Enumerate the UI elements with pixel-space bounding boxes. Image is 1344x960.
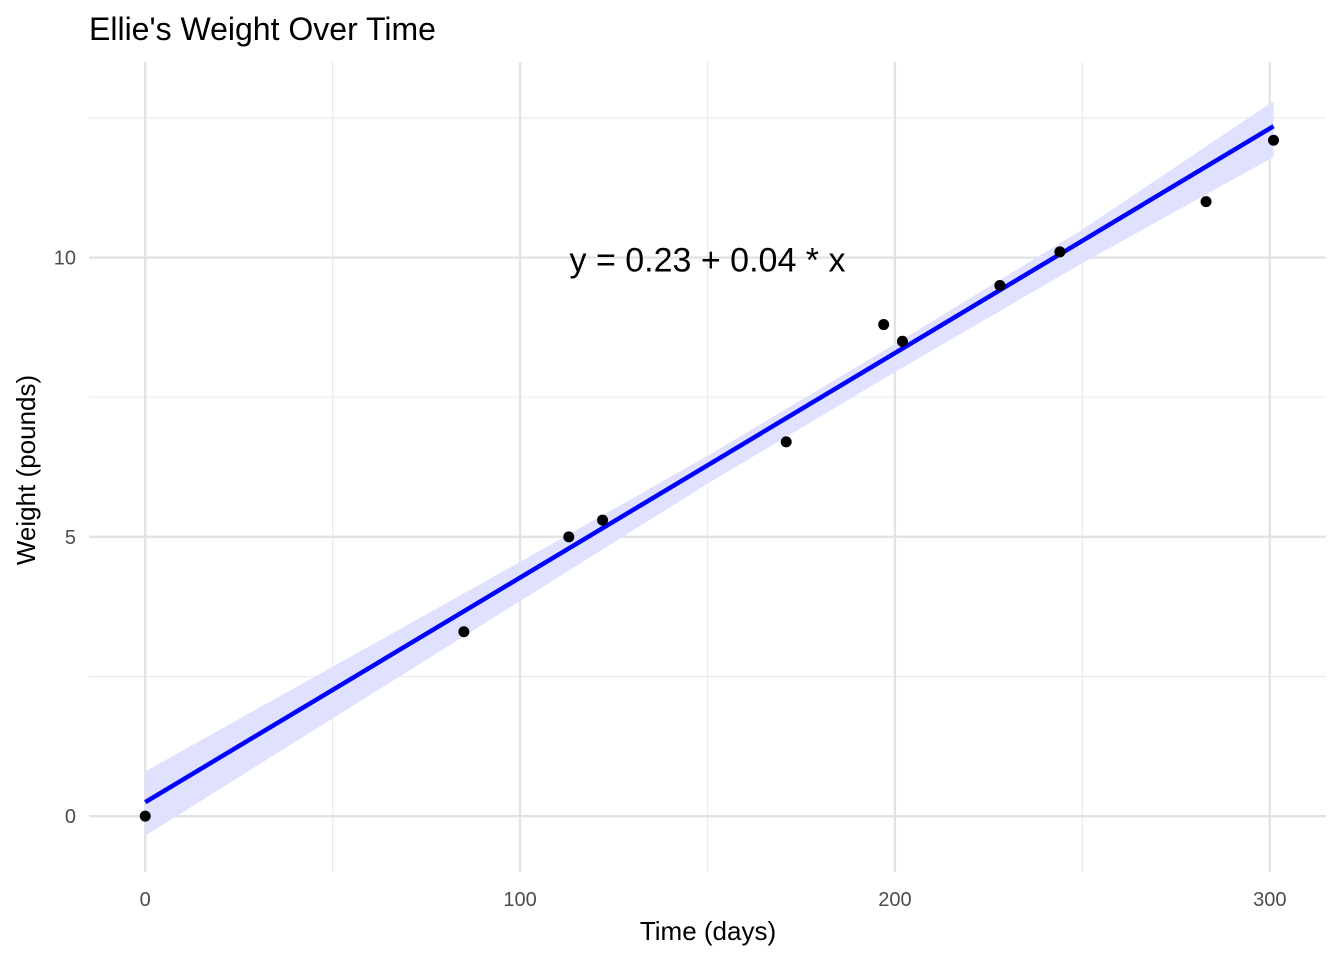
y-tick-label: 10	[54, 248, 76, 270]
confidence-band	[145, 101, 1274, 836]
x-tick-labels: 0 100 200 300	[140, 889, 1287, 911]
x-tick-label: 300	[1253, 889, 1286, 911]
data-point	[896, 335, 908, 347]
x-tick-label: 100	[503, 889, 536, 911]
data-point	[1054, 246, 1066, 258]
regression-line	[144, 124, 1275, 805]
data-point	[139, 810, 151, 822]
data-point	[1268, 134, 1280, 146]
x-tick-label: 0	[140, 889, 151, 911]
chart-title: Ellie's Weight Over Time	[89, 11, 436, 47]
y-tick-labels: 0 5 10	[54, 248, 76, 829]
x-axis-title: Time (days)	[640, 916, 776, 946]
x-tick-label: 200	[878, 889, 911, 911]
y-tick-label: 5	[65, 527, 76, 549]
data-point	[878, 319, 890, 331]
data-point	[994, 279, 1006, 291]
data-point	[780, 436, 792, 448]
data-point	[458, 626, 470, 638]
data-point	[563, 531, 575, 543]
y-tick-label: 0	[65, 806, 76, 828]
data-point	[1200, 196, 1212, 208]
equation-annotation: y = 0.23 + 0.04 * x	[570, 242, 846, 280]
data-point	[597, 514, 609, 526]
y-axis-title: Weight (pounds)	[11, 375, 41, 565]
grid	[89, 62, 1326, 872]
data-points	[139, 134, 1280, 822]
